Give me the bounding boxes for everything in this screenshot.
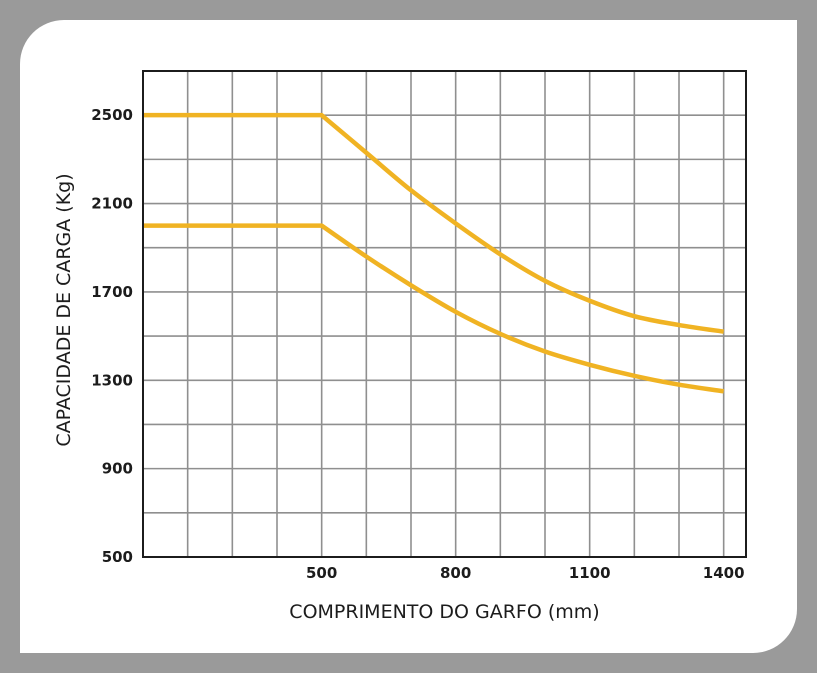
- y-tick-label: 2100: [91, 195, 133, 213]
- x-tick-label: 500: [306, 564, 337, 582]
- series-line-1: [143, 112, 724, 334]
- y-tick-label: 1300: [91, 371, 133, 389]
- grid: [143, 71, 746, 557]
- chart-card: 500 900 1300 1700 2100 2500 500 800 1100 1400 CO…: [20, 20, 797, 653]
- y-tick-label: 900: [102, 460, 133, 478]
- x-tick-labels: 500 800 1100 1400: [306, 564, 745, 582]
- y-tick-label: 2500: [91, 106, 133, 124]
- chart: 500 900 1300 1700 2100 2500 500 800 1100 1400 CO…: [53, 70, 747, 623]
- y-tick-labels: 500 900 1300 1700 2100 2500: [91, 106, 133, 566]
- series-line-2: [143, 223, 724, 394]
- x-tick-label: 800: [440, 564, 471, 582]
- x-axis-title: COMPRIMENTO DO GARFO (mm): [289, 601, 599, 623]
- y-tick-label: 1700: [91, 283, 133, 301]
- y-tick-label: 500: [102, 548, 133, 566]
- x-tick-label: 1100: [569, 564, 611, 582]
- series-lines: [143, 112, 724, 394]
- y-axis-title: CAPACIDADE DE CARGA (Kg): [53, 173, 75, 446]
- x-tick-label: 1400: [703, 564, 745, 582]
- plot-frame: [142, 70, 747, 558]
